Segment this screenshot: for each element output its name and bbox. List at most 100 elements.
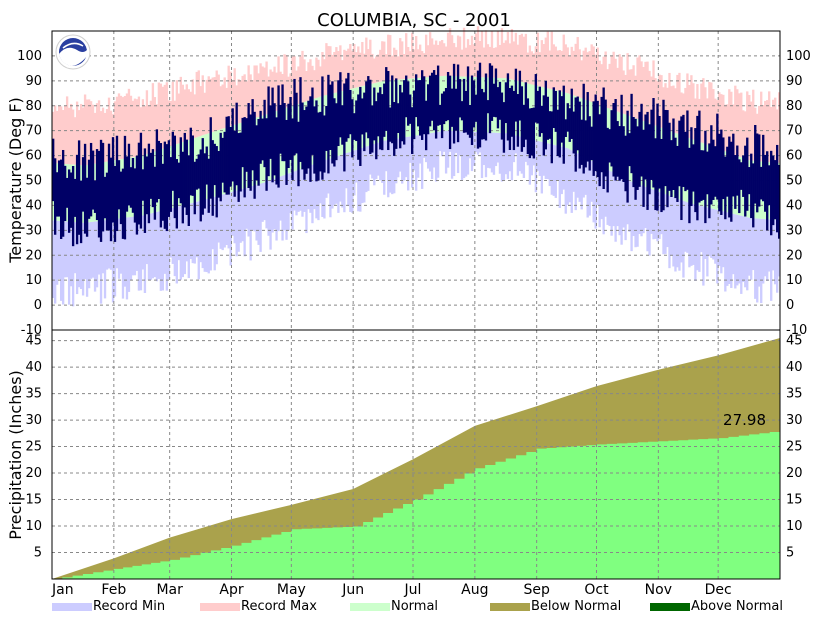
record-min-bar (217, 195, 220, 243)
record-min-bar (698, 205, 701, 272)
record-min-bar (99, 220, 103, 304)
record-min-bar (351, 151, 354, 213)
record-max-bar (217, 74, 220, 131)
record-min-bar (159, 210, 163, 291)
observed-temp-bar (556, 109, 559, 157)
observed-temp-bar (674, 137, 677, 199)
record-min-bar (474, 131, 478, 153)
observed-temp-bar (662, 99, 665, 211)
record-min-bar (608, 170, 611, 227)
observed-temp-bar (418, 80, 422, 136)
record-max-bar (75, 101, 79, 165)
record-min-bar (79, 222, 83, 290)
temperature-tick-label-left: 40 (25, 198, 42, 213)
record-max-bar (446, 32, 450, 76)
record-max-bar (434, 40, 438, 77)
record-max-bar (612, 51, 615, 111)
observed-temp-bar (341, 105, 344, 145)
record-max-bar (161, 86, 165, 149)
record-min-bar (225, 193, 228, 246)
record-max-bar (189, 91, 192, 140)
record-max-bar (632, 65, 635, 118)
observed-temp-bar (139, 132, 143, 229)
temperature-tick-label-left: 50 (25, 174, 42, 189)
record-max-bar (289, 73, 292, 107)
observed-temp-bar (704, 130, 707, 224)
record-max-bar (165, 82, 169, 148)
observed-temp-bar (207, 158, 210, 213)
record-max-bar (121, 97, 125, 159)
record-min-bar (714, 209, 717, 264)
record-min-bar (361, 147, 364, 204)
record-min-bar (83, 222, 87, 280)
observed-temp-bar (594, 94, 597, 172)
observed-temp-bar (644, 114, 647, 180)
record-max-bar (307, 62, 310, 101)
record-min-bar (255, 184, 258, 241)
record-min-bar (59, 221, 63, 301)
record-max-bar (708, 81, 711, 146)
record-max-bar (518, 35, 522, 82)
record-max-bar (600, 64, 603, 106)
observed-temp-bar (726, 146, 729, 197)
record-max-bar (430, 38, 434, 77)
observed-temp-bar (351, 99, 354, 158)
record-max-bar (185, 84, 188, 141)
record-min-bar (668, 195, 671, 269)
record-min-bar (175, 206, 178, 284)
record-max-bar (538, 52, 541, 87)
record-min-bar (552, 144, 555, 196)
record-max-bar (642, 66, 645, 122)
record-min-bar (259, 183, 262, 252)
observed-temp-bar (133, 168, 137, 223)
record-max-bar (365, 37, 368, 86)
record-max-bar (550, 31, 553, 90)
record-max-bar (273, 66, 276, 112)
record-min-bar (413, 135, 416, 171)
observed-temp-bar (730, 141, 733, 222)
record-min-bar (730, 213, 733, 288)
observed-temp-bar (215, 146, 218, 218)
observed-temp-bar (365, 81, 368, 133)
observed-temp-bar (444, 87, 448, 122)
record-min-bar (426, 133, 430, 169)
observed-temp-bar (225, 116, 228, 195)
observed-temp-bar (52, 138, 55, 202)
record-min-band (52, 130, 781, 307)
observed-temp-bar (480, 88, 484, 140)
observed-temp-bar (391, 75, 394, 144)
record-max-bar (594, 54, 597, 104)
record-max-bar (466, 39, 470, 77)
record-min-bar (548, 143, 551, 187)
record-max-bar (652, 60, 655, 125)
observed-temp-bar (590, 126, 593, 161)
precip-tick-label-left: 40 (25, 360, 42, 375)
record-min-bar (726, 212, 729, 286)
observed-temp-bar (361, 98, 364, 135)
observed-temp-bar (678, 120, 681, 187)
record-min-bar (454, 131, 458, 153)
record-min-bar (734, 214, 737, 289)
record-max-bar (157, 82, 161, 151)
observed-temp-bar (349, 89, 352, 135)
legend-label: Record Max (241, 599, 317, 614)
record-min-bar (163, 209, 167, 274)
record-min-bar (740, 215, 743, 294)
observed-temp-bar (291, 118, 294, 181)
record-min-bar (708, 207, 711, 257)
temperature-tick-label-left: 30 (25, 223, 42, 238)
observed-temp-bar (153, 166, 157, 220)
observed-temp-bar (193, 161, 196, 215)
observed-temp-bar (409, 94, 412, 124)
record-max-bar (444, 46, 448, 76)
observed-temp-bar (552, 87, 555, 129)
observed-temp-bar (109, 157, 113, 242)
observed-temp-bar (137, 142, 141, 225)
record-min-bar (109, 219, 113, 270)
observed-temp-bar (614, 99, 617, 181)
record-max-bar (329, 46, 332, 95)
record-min-bar (331, 157, 334, 209)
record-max-bar (213, 77, 216, 132)
observed-temp-bar (470, 75, 474, 146)
record-max-bar (484, 30, 488, 78)
